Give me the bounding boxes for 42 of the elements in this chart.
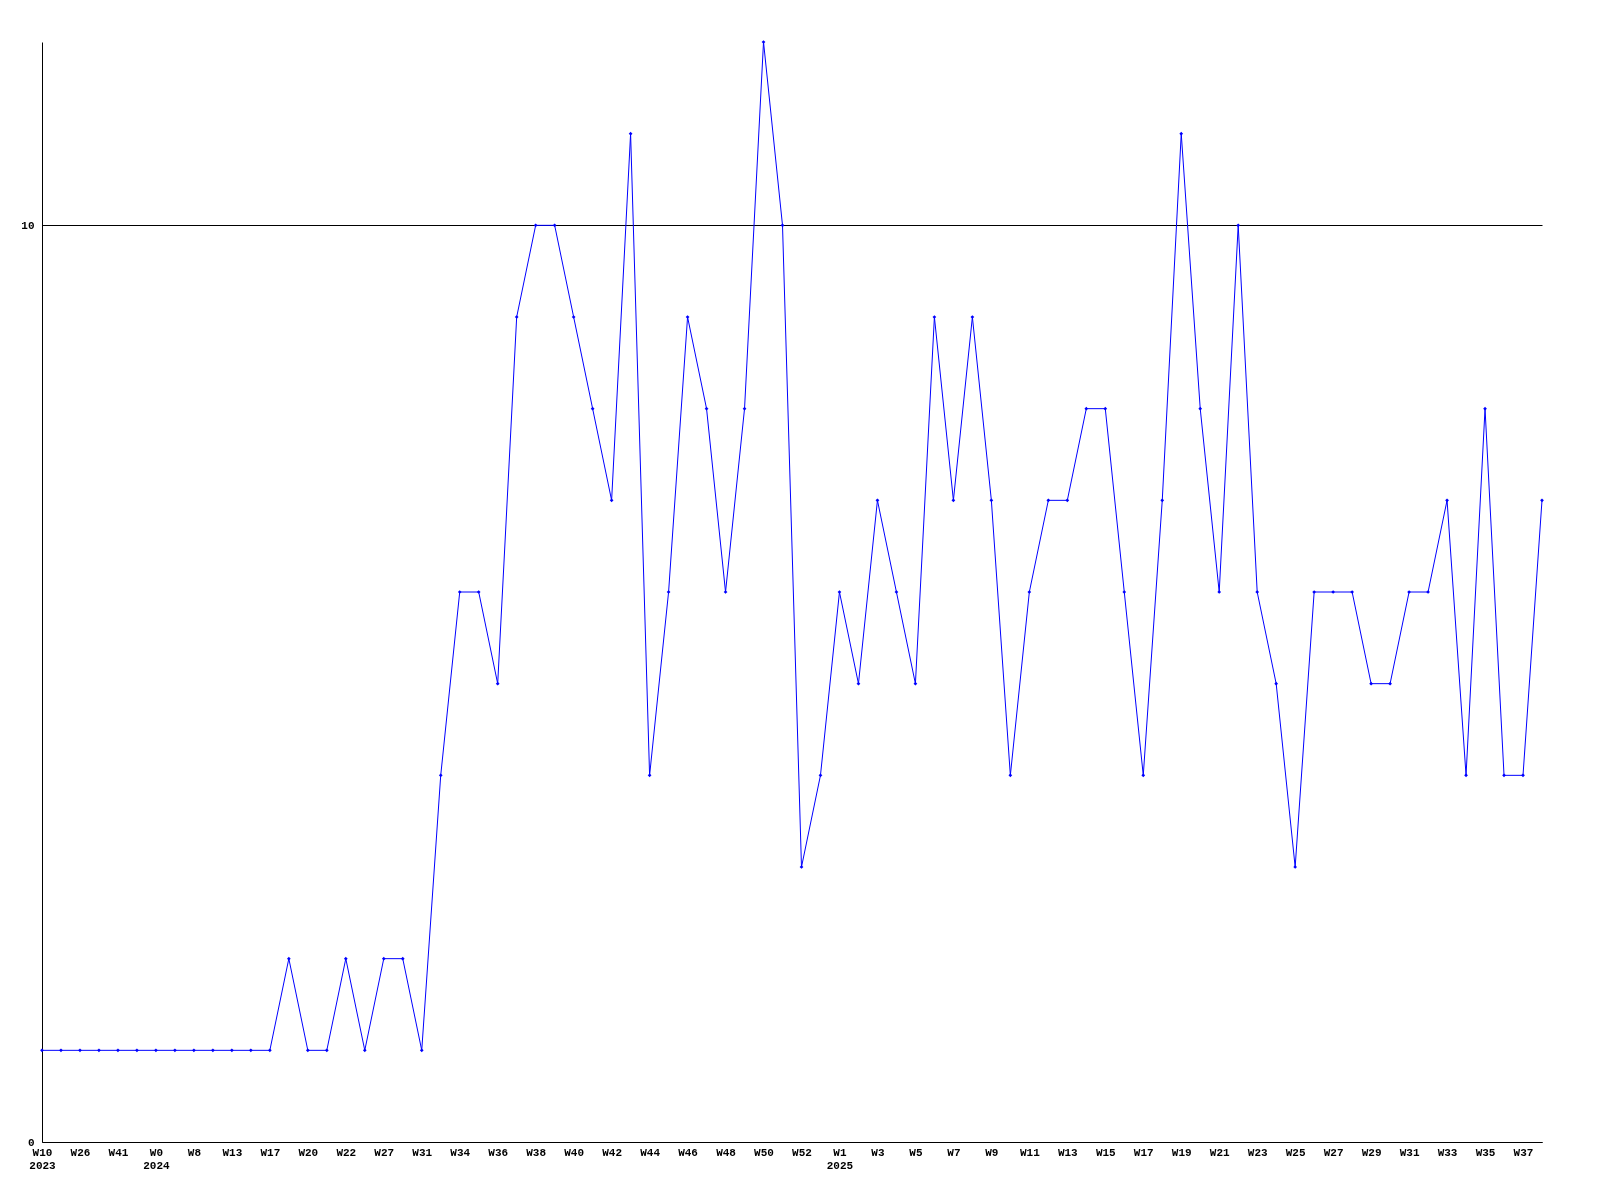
x-tick-label: W44 bbox=[640, 1146, 661, 1159]
x-tick-label: W7 bbox=[947, 1146, 961, 1159]
x-tick-label: W42 bbox=[602, 1146, 623, 1159]
x-tick-label: W31 bbox=[1399, 1146, 1420, 1159]
x-tick-label: W15 bbox=[1095, 1146, 1117, 1159]
x-tick-label: W5 bbox=[909, 1146, 923, 1159]
y-tick-label: 10 bbox=[21, 219, 35, 232]
x-tick-label: W22 bbox=[336, 1146, 357, 1159]
x-tick-label: W50 bbox=[754, 1146, 774, 1159]
x-tick-label: W40 bbox=[564, 1146, 585, 1159]
x-tick-label: W25 bbox=[1285, 1146, 1306, 1159]
x-tick-label: W27 bbox=[374, 1146, 395, 1159]
x-tick-label: W17 bbox=[1133, 1146, 1154, 1159]
x-tick-label: W35 bbox=[1475, 1146, 1496, 1159]
x-tick-label: W17 bbox=[260, 1146, 281, 1159]
x-tick-label: W13 bbox=[1057, 1146, 1079, 1159]
x-tick-label: W23 bbox=[1247, 1146, 1268, 1159]
x-tick-label: W27 bbox=[1323, 1146, 1344, 1159]
x-tick-label: W0 2024 bbox=[143, 1146, 171, 1172]
x-tick-label: W13 bbox=[222, 1146, 243, 1159]
x-tick-label: W11 bbox=[1019, 1146, 1041, 1159]
x-tick-label: W29 bbox=[1361, 1146, 1382, 1159]
x-tick-label: W46 bbox=[678, 1146, 698, 1159]
x-tick-label: W38 bbox=[526, 1146, 547, 1159]
x-tick-label: W52 bbox=[792, 1146, 812, 1159]
x-tick-label: W33 bbox=[1437, 1146, 1458, 1159]
x-tick-label: W20 bbox=[298, 1146, 319, 1159]
x-tick-label: W41 bbox=[108, 1146, 129, 1159]
x-tick-label: W8 bbox=[187, 1146, 202, 1159]
x-tick-label: W48 bbox=[716, 1146, 737, 1159]
x-tick-label: W9 bbox=[985, 1146, 999, 1159]
x-tick-label: W37 bbox=[1513, 1146, 1534, 1159]
x-tick-label: W34 bbox=[450, 1146, 471, 1159]
x-tick-label: W10 2023 bbox=[29, 1146, 57, 1172]
y-tick-label: 0 bbox=[27, 1136, 35, 1149]
x-tick-label: W3 bbox=[871, 1146, 885, 1159]
x-tick-label: W26 bbox=[70, 1146, 91, 1159]
x-tick-label: W31 bbox=[412, 1146, 433, 1159]
x-tick-label: W1 2025 bbox=[826, 1146, 854, 1172]
x-tick-label: W21 bbox=[1209, 1146, 1231, 1159]
x-tick-label: W36 bbox=[488, 1146, 509, 1159]
x-tick-label: W19 bbox=[1171, 1146, 1192, 1159]
